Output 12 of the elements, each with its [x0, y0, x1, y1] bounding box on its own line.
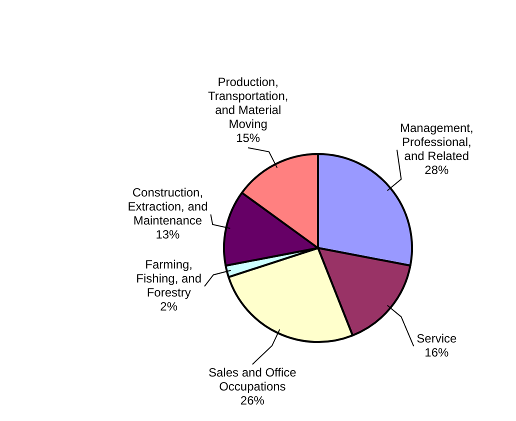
data-label: 13%	[156, 228, 180, 242]
data-label: 16%	[424, 345, 449, 360]
data-label: 26%	[240, 394, 265, 408]
slice-label: Service	[416, 331, 457, 346]
data-label: 2%	[160, 300, 178, 314]
data-label: 15%	[236, 131, 260, 146]
data-label: 28%	[424, 163, 449, 178]
slice-label: Production, Transportation, and Material Moving	[208, 75, 288, 132]
slice-label: Management, Professional, and Related	[400, 121, 474, 164]
slice-label: Construction, Extraction, and Maintenance	[128, 186, 208, 228]
slice-label: Farming, Fishing, and Forestry	[136, 258, 202, 300]
slice-label: Sales and Office Occupations	[208, 366, 297, 394]
